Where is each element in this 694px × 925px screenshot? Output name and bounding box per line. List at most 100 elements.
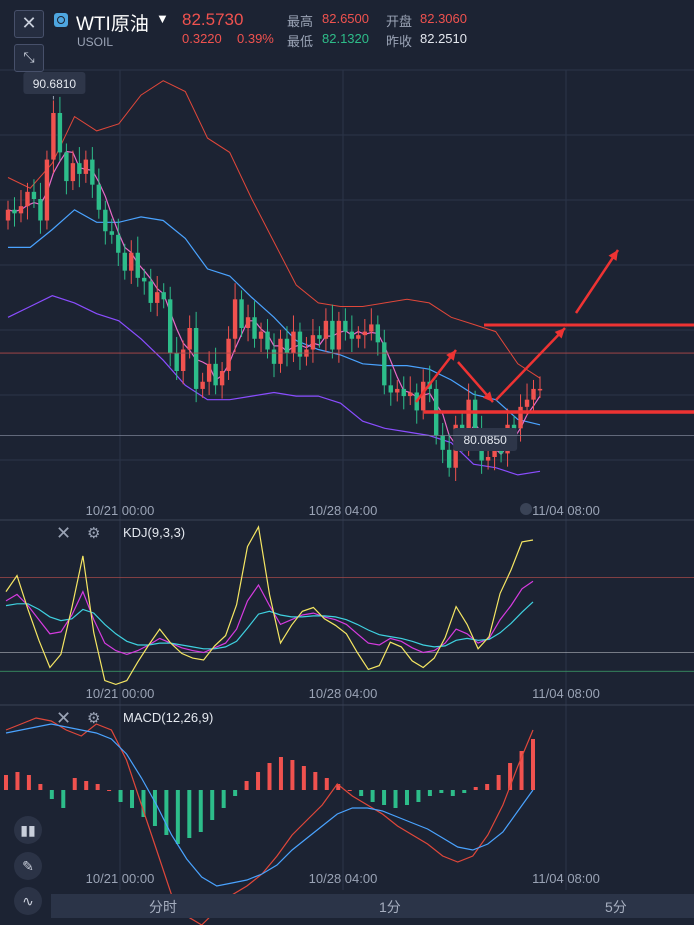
macd-histogram-bar [382,790,387,805]
macd-title: MACD(12,26,9) [123,710,214,725]
shrink-icon[interactable]: ⤡ [14,44,44,72]
candle-body [317,335,322,339]
kdj-x-axis-label: 10/21 00:00 [86,686,155,701]
candle-body [51,113,56,160]
macd-histogram-bar [233,790,238,796]
candle-body [206,363,212,382]
candle-body [116,234,121,253]
macd-histogram-bar [485,784,490,790]
tab-timeshare[interactable]: 分时 [149,899,177,915]
macd-histogram-bar [152,790,157,826]
candle-body [466,399,471,443]
open-label: 开盘 [386,14,413,29]
macd-histogram-bar [256,772,261,790]
macd-histogram-bar [462,790,467,793]
candle-body [492,446,497,457]
kdj-j-line [5,525,534,686]
candle-body [109,231,115,235]
candle-body [142,277,147,282]
candle-body [388,385,393,393]
macd-x-axis-label: 10/28 04:00 [309,871,378,886]
macd-histogram-bar [187,790,192,838]
candle-body [135,252,140,278]
candle-body [232,299,238,339]
candle-body [440,435,445,450]
macd-histogram-bar [359,790,364,796]
candle-body [161,292,166,300]
candle-body [336,320,342,350]
macd-histogram-bar [141,790,146,817]
scroll-handle [520,503,532,515]
candle-body [38,199,43,221]
red-arrow [415,349,457,403]
high-label: 最高 [287,14,314,29]
macd-histogram-bar [416,790,421,802]
tab-1min[interactable]: 1分 [379,899,401,915]
candle-body [395,388,400,393]
macd-settings-icon[interactable]: ⚙ [87,710,101,727]
candle-body [18,206,24,214]
close-icon[interactable]: ✕ [14,10,44,38]
macd-histogram-bar [221,790,226,808]
x-axis-label: 11/04 08:00 [532,503,600,518]
candle-body [310,335,316,350]
candle-body [369,324,374,332]
macd-dif-line [5,717,534,925]
candle-body [129,252,134,271]
low-value: 82.1320 [322,31,369,46]
red-arrow-head [608,250,618,261]
min-marker-label: 80.0850 [463,433,507,447]
candle-body [278,338,283,364]
kdj-title: KDJ(9,3,3) [123,525,186,540]
kdj-settings-icon[interactable]: ⚙ [87,525,101,542]
candle-body [531,388,536,400]
macd-histogram-bar [130,790,135,808]
macd-histogram-bar [61,790,66,808]
macd-histogram-bar [473,787,478,790]
macd-histogram-bar [72,778,77,790]
chevron-down-icon[interactable]: ▼ [156,11,169,26]
macd-histogram-bar [164,790,169,835]
price-change: 0.3220 [182,31,222,46]
macd-x-axis-label: 11/04 08:00 [532,871,600,886]
candle-body [401,388,406,397]
candle-body [330,320,335,350]
red-arrow-head [446,350,456,361]
macd-close-icon[interactable]: ✕ [56,708,72,728]
red-arrow [495,327,566,401]
candle-body [245,317,251,328]
symbol-icon [54,13,68,27]
candle-body [193,328,199,389]
last-price: 82.5730 [182,10,244,29]
macd-histogram-bar [175,790,180,844]
macd-histogram-bar [118,790,123,802]
red-arrow-head [482,391,493,402]
indicator-icon[interactable]: ∿ [14,887,42,915]
macd-histogram-bar [519,751,524,790]
candle-body [187,328,192,350]
prev-close-value: 82.2510 [420,31,467,46]
macd-histogram-bar [198,790,203,832]
macd-histogram-bar [244,781,249,790]
macd-histogram-bar [508,763,513,790]
candle-body [472,399,478,429]
candles-icon[interactable]: ▮▮ [14,816,42,844]
kdj-close-icon[interactable]: ✕ [56,523,72,543]
symbol-name[interactable]: WTI原油 [76,14,149,35]
macd-histogram-bar [278,757,283,790]
candle-body [83,159,89,174]
pencil-icon[interactable]: ✎ [14,852,42,880]
candle-body [200,381,205,389]
tab-5min[interactable]: 5分 [605,899,627,915]
high-value: 82.6500 [322,11,369,26]
candle-body [375,324,381,343]
candle-body [265,331,270,350]
candle-body [408,392,413,397]
macd-histogram-bar [313,772,318,790]
candle-body [213,363,218,386]
candle-body [31,191,37,199]
candle-body [239,299,244,328]
candle-body [537,388,543,391]
candle-body [524,399,530,407]
